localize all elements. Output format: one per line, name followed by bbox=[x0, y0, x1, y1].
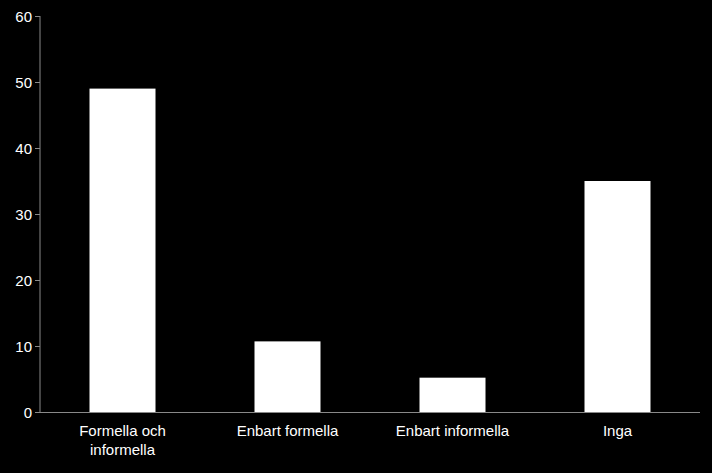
bar bbox=[420, 378, 486, 412]
chart: 0 10 20 30 40 50 60 Formella och informella Enbar… bbox=[0, 0, 712, 473]
y-tick bbox=[35, 346, 40, 347]
x-axis bbox=[40, 412, 700, 413]
x-tick-label-line: Enbart formella bbox=[237, 422, 339, 439]
y-tick-label: 60 bbox=[15, 8, 32, 25]
y-tick-label: 30 bbox=[15, 206, 32, 223]
bar bbox=[90, 89, 156, 412]
y-tick bbox=[35, 214, 40, 215]
y-tick bbox=[35, 148, 40, 149]
bar bbox=[255, 341, 321, 412]
x-tick-label-line: informella bbox=[90, 441, 156, 458]
y-tick bbox=[35, 16, 40, 17]
x-tick-label-line: Formella och bbox=[79, 422, 166, 439]
bars bbox=[90, 89, 651, 412]
background bbox=[0, 0, 712, 473]
y-tick-label: 0 bbox=[24, 404, 32, 421]
y-tick-label: 50 bbox=[15, 74, 32, 91]
y-tick-label: 20 bbox=[15, 272, 32, 289]
bar bbox=[585, 181, 651, 412]
x-tick-label-line: Inga bbox=[603, 422, 633, 439]
x-tick-label: Enbart formella bbox=[237, 422, 339, 439]
y-tick-label: 40 bbox=[15, 140, 32, 157]
y-tick bbox=[35, 82, 40, 83]
y-tick-label: 10 bbox=[15, 338, 32, 355]
y-tick bbox=[35, 280, 40, 281]
x-tick-label-line: Enbart informella bbox=[396, 422, 510, 439]
x-tick-label: Formella och informella bbox=[79, 422, 166, 458]
x-tick-label: Enbart informella bbox=[396, 422, 510, 439]
y-tick bbox=[35, 412, 40, 413]
x-tick-label: Inga bbox=[603, 422, 633, 439]
